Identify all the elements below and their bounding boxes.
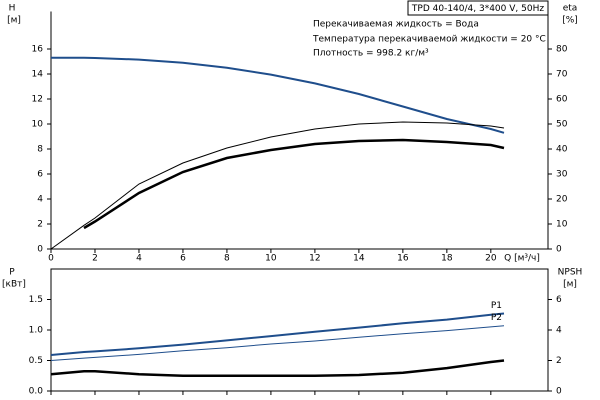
y-tick-label: 8 [37, 145, 43, 155]
x-tick-label: 14 [353, 254, 365, 264]
x-tick-label: 4 [136, 254, 142, 264]
y2-tick-label: 2 [556, 356, 562, 366]
x-axis-title: Q [м³/ч] [504, 254, 540, 264]
y-tick-label: 2 [37, 220, 43, 230]
y-tick-label: 1.5 [29, 295, 43, 305]
y-tick-label: 10 [32, 120, 44, 130]
y-tick-label: 12 [32, 95, 43, 105]
x-tick-label: 0 [48, 254, 54, 264]
y2-tick-label: 30 [556, 170, 568, 180]
series-line [51, 56, 505, 134]
series-label: P2 [491, 313, 502, 323]
y-tick-label: 6 [37, 170, 43, 180]
y-axis-unit: [кВт] [2, 280, 26, 290]
y-tick-label: 0.0 [29, 387, 44, 397]
y2-tick-label: 40 [556, 145, 568, 155]
series-line [83, 138, 505, 230]
y2-tick-label: 6 [556, 295, 562, 305]
y2-tick-label: 10 [556, 220, 568, 230]
y2-tick-label: 70 [556, 70, 568, 80]
y2-axis-title: eta [563, 4, 578, 14]
x-tick-label: 8 [224, 254, 230, 264]
y-tick-label: 0.5 [29, 356, 43, 366]
x-tick-label: 20 [485, 254, 497, 264]
chart-title: TPD 40-140/4, 3*400 V, 50Hz [411, 4, 544, 14]
series-line [50, 312, 505, 356]
y2-axis-title: NPSH [558, 268, 583, 278]
y-tick-label: 16 [32, 45, 44, 55]
y2-tick-label: 4 [556, 326, 562, 336]
y2-tick-label: 0 [556, 387, 562, 397]
y2-tick-label: 50 [556, 120, 568, 130]
x-tick-label: 6 [180, 254, 186, 264]
x-tick-label: 16 [397, 254, 409, 264]
series-line [50, 121, 505, 250]
series-label: P1 [491, 301, 502, 311]
y2-tick-label: 0 [556, 245, 562, 255]
y-tick-label: 0 [37, 245, 43, 255]
y-tick-label: 4 [37, 195, 43, 205]
y-tick-label: 1.0 [29, 326, 44, 336]
axis-frame [50, 11, 549, 250]
y2-tick-label: 80 [556, 45, 568, 55]
series-line [50, 325, 505, 361]
x-tick-label: 18 [441, 254, 453, 264]
title-box [407, 0, 549, 16]
annotation: Перекачиваемая жидкость = Вода [313, 20, 479, 30]
y-axis-title: P [9, 268, 15, 278]
y2-tick-label: 20 [556, 195, 568, 205]
x-tick-label: 10 [265, 254, 277, 264]
y-tick-label: 14 [32, 70, 44, 80]
y2-axis-unit: [%] [562, 16, 578, 26]
series-line [50, 359, 505, 378]
y-axis-title: H [9, 4, 16, 14]
y-axis-unit: [м] [7, 16, 21, 26]
x-tick-label: 2 [92, 254, 98, 264]
y2-tick-label: 60 [556, 95, 568, 105]
annotation: Температура перекачиваемой жидкости = 20… [312, 35, 546, 45]
x-tick-label: 12 [309, 254, 320, 264]
y2-axis-unit: [м] [563, 280, 577, 290]
annotation: Плотность = 998.2 кг/м³ [313, 49, 429, 59]
